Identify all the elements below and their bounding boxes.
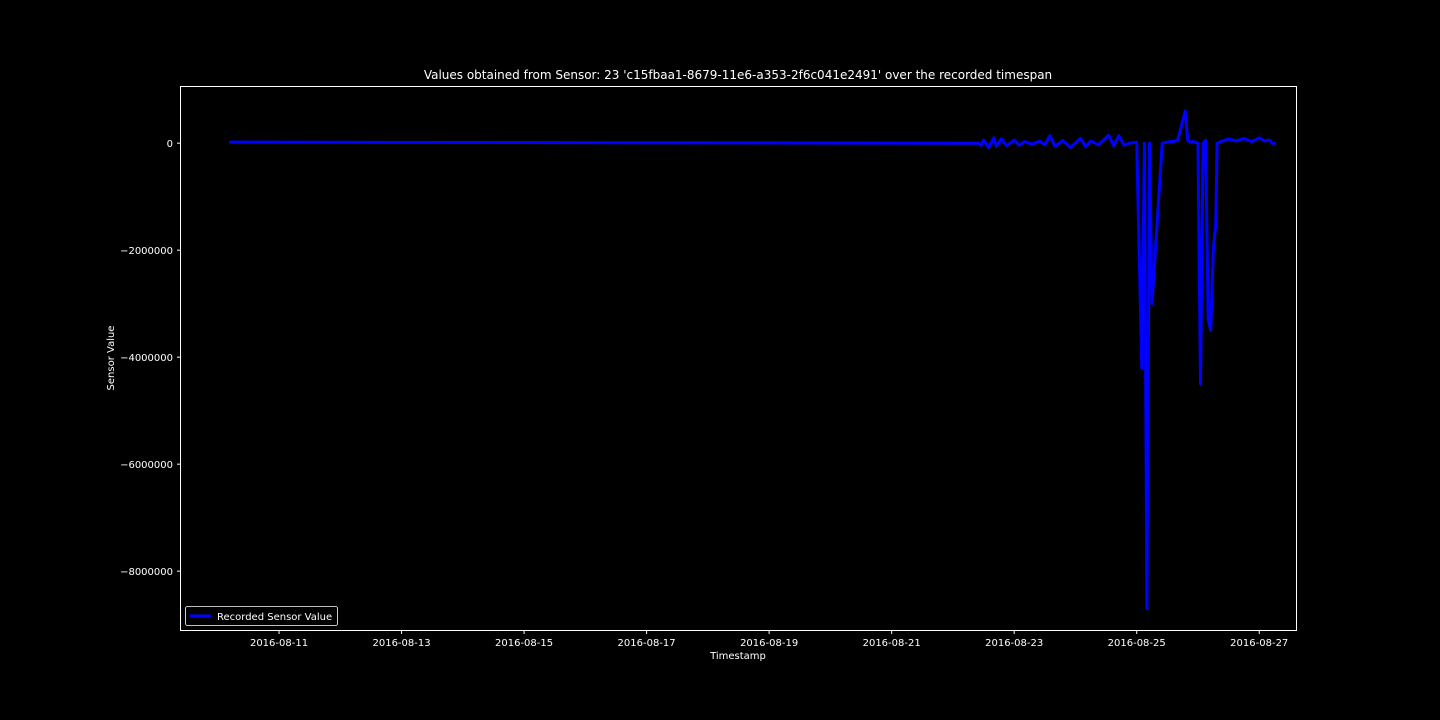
- series-line-recorded-sensor-value: [229, 109, 1277, 611]
- x-tick-label: 2016-08-21: [863, 638, 921, 649]
- plot-frame: [180, 86, 1297, 631]
- chart-title: Values obtained from Sensor: 23 'c15fbaa…: [424, 68, 1052, 82]
- x-tick-label: 2016-08-15: [495, 638, 553, 649]
- y-tick-label: −2000000: [120, 246, 173, 257]
- y-tick-label: −6000000: [120, 460, 173, 471]
- x-axis: 2016-08-11 2016-08-13 2016-08-15 2016-08-17…: [250, 630, 1288, 649]
- x-tick-label: 2016-08-23: [985, 638, 1043, 649]
- x-tick-label: 2016-08-17: [618, 638, 676, 649]
- x-tick-label: 2016-08-27: [1230, 638, 1288, 649]
- x-tick-label: 2016-08-13: [372, 638, 430, 649]
- y-axis: 0 −2000000 −4000000 −6000000 −8000000: [120, 139, 181, 578]
- y-tick-label: 0: [167, 139, 173, 150]
- legend-label-recorded-sensor-value: Recorded Sensor Value: [217, 612, 332, 623]
- legend: Recorded Sensor Value: [185, 606, 338, 626]
- x-axis-label: Timestamp: [709, 651, 766, 662]
- x-tick-label: 2016-08-19: [740, 638, 798, 649]
- legend-frame: [185, 606, 338, 626]
- y-axis-label: Sensor Value: [106, 326, 117, 391]
- y-tick-label: −4000000: [120, 353, 173, 364]
- y-tick-label: −8000000: [120, 567, 173, 578]
- x-tick-label: 2016-08-11: [250, 638, 308, 649]
- x-tick-label: 2016-08-25: [1108, 638, 1166, 649]
